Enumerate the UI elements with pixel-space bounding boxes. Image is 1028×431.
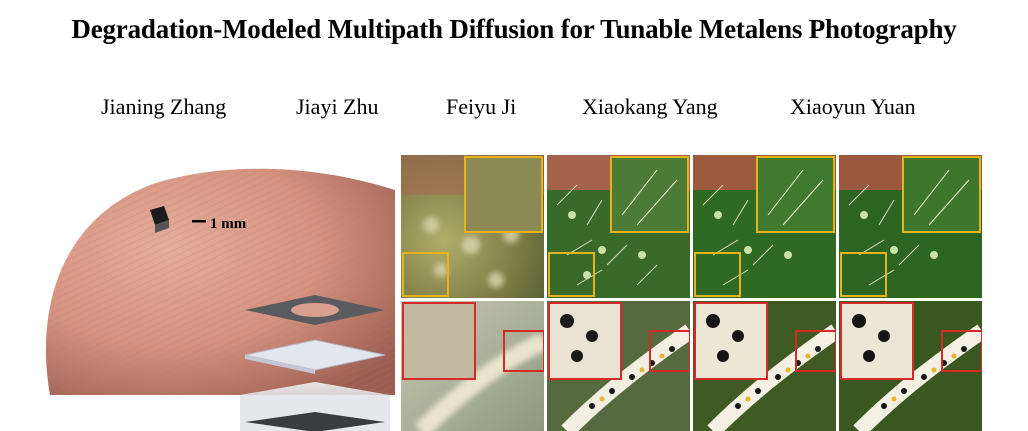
caterpillar-photo-restored (839, 301, 982, 431)
cactus-photo-blurry (401, 155, 544, 298)
caterpillar-photo-restored (547, 301, 690, 431)
scale-bar-label: 1 mm (210, 216, 247, 232)
paper-title: Degradation-Modeled Multipath Diffusion … (71, 14, 957, 44)
caterpillar-photo-restored (693, 301, 836, 431)
comparison-grid (401, 155, 986, 431)
author-name: Jianing Zhang (101, 94, 227, 119)
author-name: Xiaokang Yang (582, 94, 718, 119)
caterpillar-photo-blurry (401, 301, 544, 431)
author-list: Jianing Zhang Jiayi Zhu Feiyu Ji Xiaokan… (0, 94, 1028, 124)
author-name: Xiaoyun Yuan (790, 94, 916, 119)
author-name: Jiayi Zhu (296, 94, 379, 119)
cactus-photo-restored (547, 155, 690, 298)
cactus-photo-restored (693, 155, 836, 298)
author-name: Feiyu Ji (446, 94, 517, 119)
cactus-photo-restored (839, 155, 982, 298)
metalens-on-finger-photo: 1 mm (40, 160, 395, 431)
